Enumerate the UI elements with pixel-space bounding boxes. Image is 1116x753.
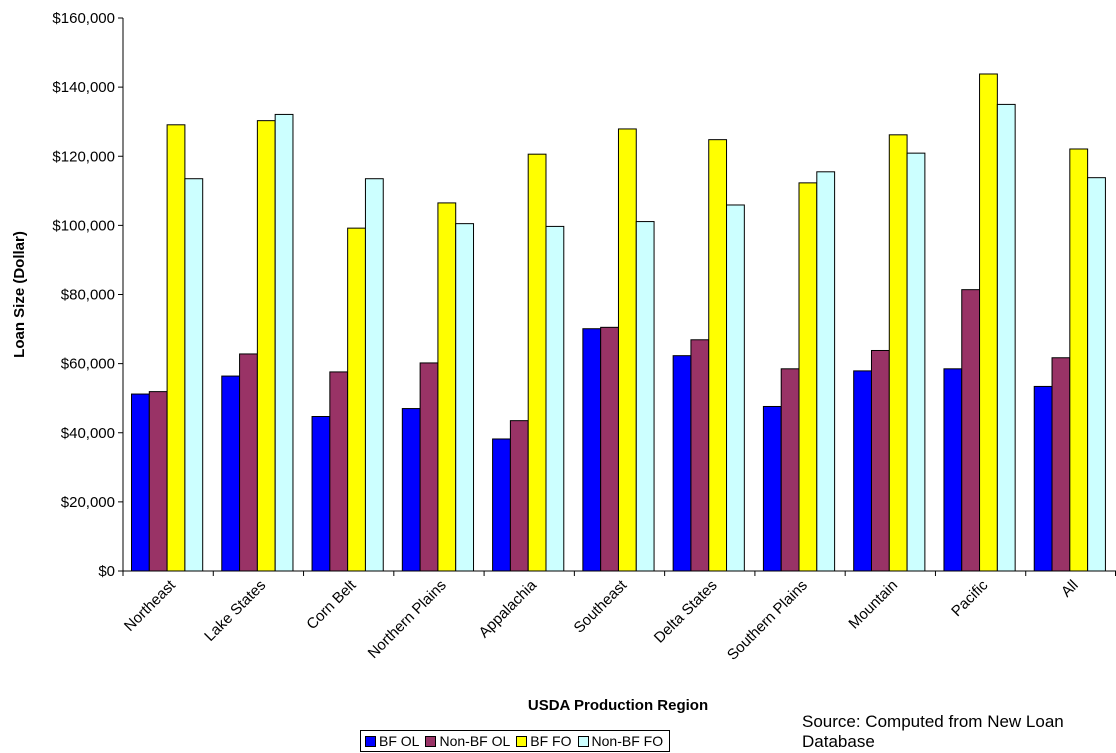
bar-all-non-bf-ol bbox=[1051, 357, 1071, 572]
x-tick-label-southern-plains: Southern Plains bbox=[724, 577, 811, 664]
y-tick-label: $100,000 bbox=[52, 217, 115, 234]
x-tick-label-southeast: Southeast bbox=[571, 576, 631, 636]
x-tick-label-all: All bbox=[1058, 577, 1082, 601]
y-tick-label: $160,000 bbox=[52, 10, 115, 27]
legend-label-non-bf-ol: Non-BF OL bbox=[439, 733, 511, 749]
legend-item-bf-ol: BF OL bbox=[365, 732, 419, 750]
bar-corn-belt-bf-fo bbox=[347, 227, 366, 572]
y-tick-label: $120,000 bbox=[52, 148, 115, 165]
legend-item-non-bf-fo: Non-BF FO bbox=[577, 732, 664, 750]
x-tick-label-northeast: Northeast bbox=[121, 576, 180, 635]
x-tick-label-appalachia: Appalachia bbox=[476, 576, 541, 641]
bar-lake-states-non-bf-fo bbox=[274, 113, 294, 572]
bar-pacific-non-bf-ol bbox=[961, 289, 981, 572]
y-axis-title: Loan Size (Dollar) bbox=[11, 231, 28, 358]
x-tick-label-delta-states: Delta States bbox=[651, 577, 721, 647]
legend-label-non-bf-fo: Non-BF FO bbox=[591, 733, 664, 749]
bar-corn-belt-non-bf-ol bbox=[329, 371, 349, 572]
legend-swatch-bf-ol bbox=[365, 735, 376, 747]
bar-pacific-bf-fo bbox=[979, 73, 998, 572]
bar-northeast-bf-fo bbox=[166, 124, 186, 572]
legend: BF OL Non-BF OL BF FO Non-BF FO bbox=[360, 730, 671, 752]
bar-mountain-bf-fo bbox=[888, 134, 908, 572]
x-axis-title: USDA Production Region bbox=[528, 697, 708, 714]
legend-swatch-non-bf-fo bbox=[577, 735, 589, 747]
bar-appalachia-bf-fo bbox=[527, 153, 547, 572]
y-tick-label: $80,000 bbox=[61, 287, 115, 304]
bar-southeast-non-bf-ol bbox=[600, 326, 619, 572]
bar-northern-plains-bf-fo bbox=[437, 202, 457, 572]
bar-southern-plains-non-bf-fo bbox=[816, 171, 836, 572]
bar-southeast-bf-ol bbox=[582, 328, 602, 572]
bar-appalachia-bf-ol bbox=[492, 438, 511, 572]
bar-delta-states-bf-ol bbox=[672, 355, 692, 572]
bar-southeast-bf-fo bbox=[617, 128, 637, 572]
legend-label-bf-ol: BF OL bbox=[379, 733, 420, 749]
bar-appalachia-non-bf-ol bbox=[509, 420, 529, 572]
y-tick-label: $140,000 bbox=[52, 79, 115, 96]
bar-southeast-non-bf-fo bbox=[635, 221, 655, 572]
bar-southern-plains-bf-ol bbox=[762, 405, 782, 572]
x-tick-label-northern-plains: Northern Plains bbox=[365, 577, 450, 662]
bar-delta-states-non-bf-ol bbox=[690, 339, 710, 572]
legend-item-bf-fo: BF FO bbox=[516, 732, 572, 750]
bar-corn-belt-non-bf-fo bbox=[364, 178, 384, 572]
bar-lake-states-non-bf-ol bbox=[239, 353, 258, 572]
bar-northern-plains-non-bf-fo bbox=[455, 223, 475, 572]
y-tick-label: $20,000 bbox=[61, 494, 115, 511]
bar-pacific-bf-ol bbox=[943, 368, 963, 572]
bar-northern-plains-non-bf-ol bbox=[419, 362, 439, 572]
x-tick-label-mountain: Mountain bbox=[845, 577, 901, 633]
x-tick-label-lake-states: Lake States bbox=[201, 577, 269, 645]
bar-appalachia-non-bf-fo bbox=[545, 225, 565, 572]
y-tick-label: $0 bbox=[98, 563, 115, 580]
bar-delta-states-bf-fo bbox=[708, 139, 728, 572]
bar-corn-belt-bf-ol bbox=[311, 416, 331, 572]
bar-mountain-bf-ol bbox=[853, 370, 872, 572]
bar-mountain-non-bf-ol bbox=[870, 349, 890, 572]
bar-mountain-non-bf-fo bbox=[906, 152, 926, 572]
x-tick-label-pacific: Pacific bbox=[948, 576, 992, 620]
bar-southern-plains-bf-fo bbox=[798, 182, 818, 572]
bar-northern-plains-bf-ol bbox=[401, 408, 421, 572]
legend-swatch-bf-fo bbox=[516, 735, 528, 747]
bar-northeast-non-bf-ol bbox=[148, 391, 168, 572]
y-tick-label: $60,000 bbox=[61, 356, 115, 373]
bar-southern-plains-non-bf-ol bbox=[780, 368, 800, 572]
source-note: Source: Computed from New Loan Database bbox=[802, 712, 1064, 751]
bar-northeast-non-bf-fo bbox=[184, 178, 204, 572]
bar-lake-states-bf-ol bbox=[221, 375, 241, 572]
legend-item-non-bf-ol: Non-BF OL bbox=[425, 732, 510, 750]
bar-northeast-bf-ol bbox=[131, 393, 150, 572]
bar-lake-states-bf-fo bbox=[256, 120, 276, 572]
bar-delta-states-non-bf-fo bbox=[726, 204, 745, 572]
legend-label-bf-fo: BF FO bbox=[530, 733, 572, 749]
y-tick-label: $40,000 bbox=[61, 425, 115, 442]
bar-pacific-non-bf-fo bbox=[996, 103, 1016, 572]
bar-all-bf-fo bbox=[1069, 148, 1089, 572]
bar-all-non-bf-fo bbox=[1087, 177, 1106, 572]
bar-all-bf-ol bbox=[1033, 385, 1053, 572]
legend-swatch-non-bf-ol bbox=[425, 735, 437, 747]
x-tick-label-corn-belt: Corn Belt bbox=[303, 576, 360, 633]
